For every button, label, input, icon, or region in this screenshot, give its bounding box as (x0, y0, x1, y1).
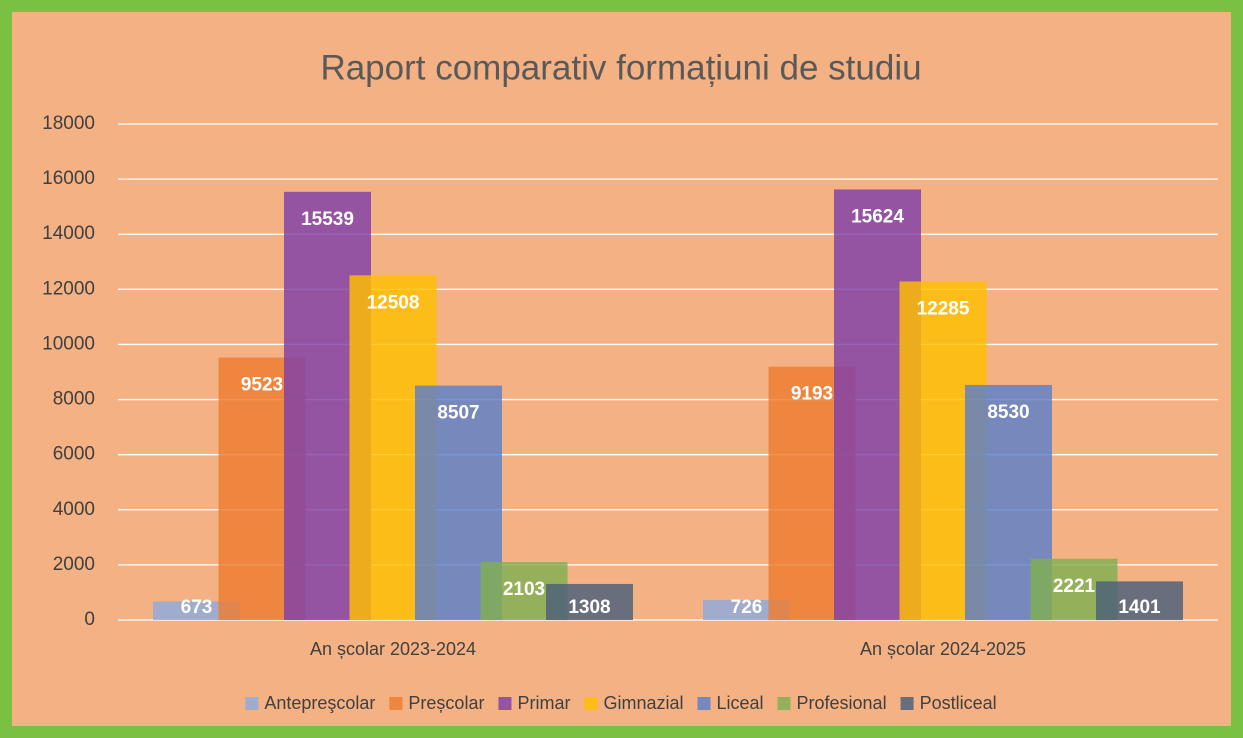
legend-label: Postliceal (920, 693, 997, 713)
data-label: 9523 (241, 375, 283, 396)
data-label: 2221 (1053, 576, 1096, 597)
y-tick-label: 2000 (53, 554, 95, 575)
data-label: 15539 (301, 209, 354, 230)
legend-label: Liceal (716, 693, 763, 713)
legend-label: Primar (517, 693, 570, 713)
data-label: 1401 (1118, 597, 1161, 618)
y-tick-label: 12000 (42, 278, 95, 299)
data-label: 726 (731, 597, 763, 618)
legend-swatch (697, 697, 711, 710)
bar (1096, 581, 1183, 620)
bar (546, 583, 633, 620)
y-tick-label: 0 (84, 609, 95, 630)
bar (703, 599, 790, 620)
data-label: 12508 (367, 292, 420, 313)
x-tick-label: An școlar 2023-2024 (310, 639, 476, 659)
y-tick-label: 16000 (42, 168, 95, 189)
legend-label: Preșcolar (408, 693, 484, 713)
legend-swatch (245, 697, 259, 710)
data-label: 9193 (791, 384, 833, 405)
legend-swatch (498, 697, 512, 710)
legend-label: Profesional (797, 693, 887, 713)
y-tick-label: 18000 (42, 113, 95, 134)
data-label: 8507 (437, 403, 479, 424)
data-label: 2103 (503, 579, 545, 600)
data-label: 12285 (917, 298, 970, 319)
y-tick-label: 8000 (53, 389, 95, 410)
chart-title: Raport comparativ formațiuni de studiu (320, 48, 921, 87)
data-label: 15624 (851, 206, 904, 227)
legend-swatch (389, 697, 403, 710)
data-label: 8530 (987, 402, 1029, 423)
legend-label: Antepreşcolar (264, 693, 375, 713)
y-tick-label: 14000 (42, 223, 95, 244)
legend-swatch (777, 697, 791, 710)
y-tick-label: 10000 (42, 333, 95, 354)
y-tick-label: 6000 (53, 444, 95, 465)
bar (153, 601, 240, 620)
legend-label: Gimnazial (603, 693, 683, 713)
y-tick-label: 4000 (53, 499, 95, 520)
x-tick-label: An școlar 2024-2025 (860, 639, 1026, 659)
legend-swatch (900, 697, 914, 710)
legend-swatch (584, 697, 598, 710)
data-label: 673 (181, 597, 213, 618)
data-label: 1308 (568, 597, 610, 618)
